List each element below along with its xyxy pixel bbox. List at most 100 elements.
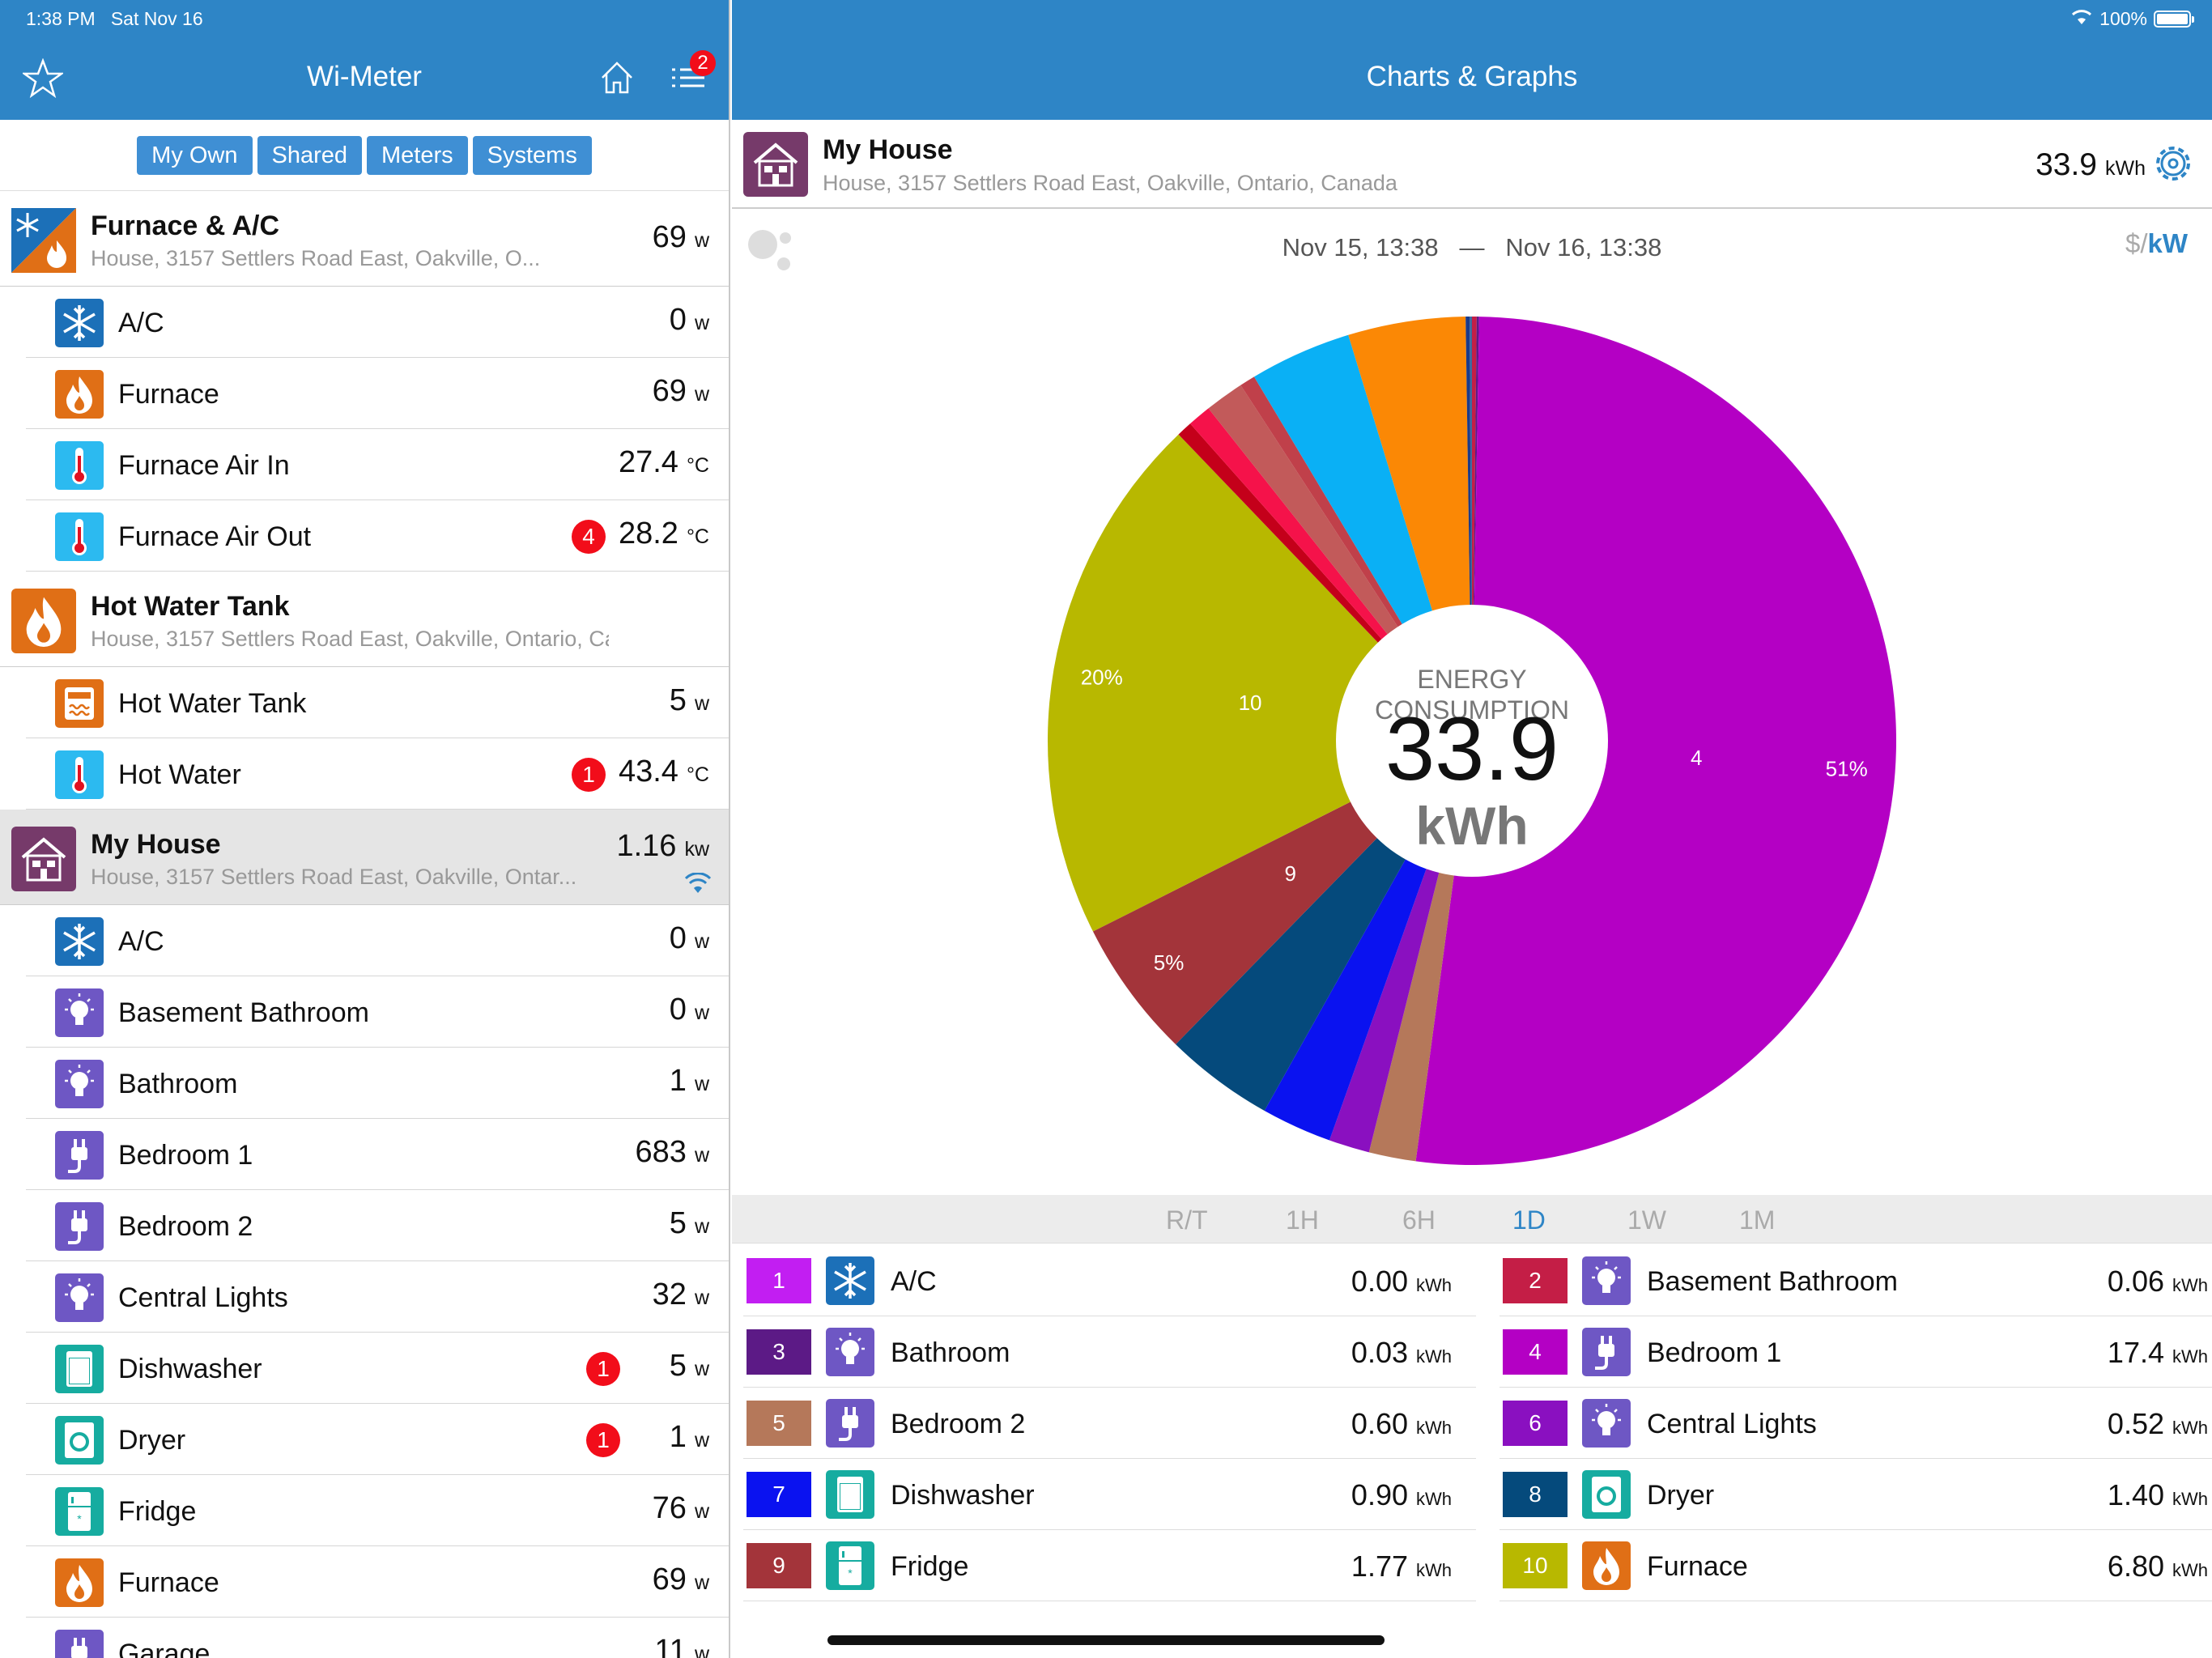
notifications-list-icon[interactable] — [669, 58, 708, 104]
device-row[interactable]: Furnace Air In 27.4 °C — [26, 429, 729, 500]
date-range[interactable]: Nov 15, 13:38 — Nov 16, 13:38 — [1282, 233, 1662, 261]
header-address: House, 3157 Settlers Road East, Oakville… — [823, 171, 1397, 195]
legend-item[interactable]: 6 Central Lights 0.52 kWh — [1499, 1388, 2212, 1459]
fridge-icon: * — [55, 1487, 104, 1536]
period-1m[interactable]: 1M — [1739, 1205, 1776, 1235]
period-6h[interactable]: 6H — [1402, 1205, 1436, 1235]
group-header[interactable]: Furnace & A/C House, 3157 Settlers Road E… — [0, 191, 729, 287]
device-name: Bathroom — [118, 1069, 238, 1099]
legend-value: 1.77 kWh — [1351, 1550, 1452, 1583]
device-name: Hot Water Tank — [118, 688, 307, 719]
device-value: 43.4 °C — [618, 755, 709, 789]
water-heater-icon — [55, 679, 104, 728]
segment-shared[interactable]: Shared — [257, 135, 363, 175]
alert-badge: 4 — [572, 520, 606, 554]
device-name: Furnace — [118, 379, 219, 410]
header-name: My House — [823, 134, 953, 165]
device-row[interactable]: Dryer 1 1 w — [26, 1404, 729, 1475]
favorites-star-icon[interactable] — [21, 57, 65, 105]
device-list: Furnace & A/C House, 3157 Settlers Road E… — [0, 191, 729, 1658]
device-row[interactable]: A/C 0 w — [26, 287, 729, 358]
bulb-icon — [1582, 1256, 1631, 1305]
device-name: Fridge — [118, 1496, 197, 1527]
device-row[interactable]: Hot Water 1 43.4 °C — [26, 738, 729, 810]
chart-header: My House House, 3157 Settlers Road East,… — [732, 120, 2212, 209]
legend-item[interactable]: 10 Furnace 6.80 kWh — [1499, 1530, 2212, 1601]
group-address: House, 3157 Settlers Road East, Oakville… — [91, 246, 541, 270]
device-row[interactable]: Garage 11 w — [26, 1618, 729, 1658]
units-toggle[interactable]: $/kW — [2125, 228, 2188, 258]
home-icon[interactable] — [598, 58, 636, 104]
plug-icon — [55, 1202, 104, 1251]
device-value: 69 w — [652, 1562, 709, 1596]
period-1w[interactable]: 1W — [1627, 1205, 1666, 1235]
period-1h[interactable]: 1H — [1286, 1205, 1319, 1235]
legend-item[interactable]: 8 Dryer 1.40 kWh — [1499, 1459, 2212, 1530]
legend-item[interactable]: 9 * Fridge 1.77 kWh — [743, 1530, 1476, 1601]
period-1d[interactable]: 1D — [1512, 1205, 1546, 1235]
legend-name: Bedroom 1 — [1647, 1337, 1782, 1368]
charts-pane: Charts & Graphs My House House, 3157 Set… — [732, 0, 2212, 1658]
group-header[interactable]: My House House, 3157 Settlers Road East, … — [0, 810, 729, 905]
header-total: 33.9 kWh — [2035, 147, 2146, 182]
device-row[interactable]: Hot Water Tank 5 w — [26, 667, 729, 738]
device-row[interactable]: Bedroom 1 683 w — [26, 1119, 729, 1190]
device-row[interactable]: Furnace Air Out 4 28.2 °C — [26, 500, 729, 572]
legend-item[interactable]: 7 Dishwasher 0.90 kWh — [743, 1459, 1476, 1530]
gear-icon[interactable] — [2149, 139, 2197, 188]
device-row[interactable]: Basement Bathroom 0 w — [26, 976, 729, 1048]
device-name: Hot Water — [118, 759, 241, 790]
legend-value: 1.40 kWh — [2107, 1478, 2208, 1511]
device-name: Dishwasher — [118, 1354, 262, 1384]
pie-slice-10[interactable] — [1048, 434, 1472, 932]
segment-my-own[interactable]: My Own — [137, 135, 253, 175]
segment-meters[interactable]: Meters — [367, 135, 468, 175]
legend-swatch: 6 — [1503, 1401, 1568, 1446]
legend-value: 0.03 kWh — [1351, 1336, 1452, 1369]
device-name: Furnace Air Out — [118, 521, 312, 552]
device-row[interactable]: Dishwasher 1 5 w — [26, 1333, 729, 1404]
dryer-icon — [55, 1416, 104, 1465]
device-value: 28.2 °C — [618, 517, 709, 551]
device-row[interactable]: Central Lights 32 w — [26, 1261, 729, 1333]
group-value: 69 w — [652, 220, 709, 254]
loading-dots-icon — [745, 227, 797, 283]
legend-swatch: 2 — [1503, 1258, 1568, 1303]
device-row[interactable]: A/C 0 w — [26, 905, 729, 976]
plug-icon — [55, 1131, 104, 1180]
legend-item[interactable]: 4 Bedroom 1 17.4 kWh — [1499, 1316, 2212, 1388]
flame-icon — [55, 1558, 104, 1607]
legend-item[interactable]: 5 Bedroom 2 0.60 kWh — [743, 1388, 1476, 1459]
bulb-icon — [55, 1060, 104, 1108]
device-row[interactable]: * Fridge 76 w — [26, 1475, 729, 1546]
device-row[interactable]: Furnace 69 w — [26, 1546, 729, 1618]
group-header[interactable]: Hot Water Tank House, 3157 Settlers Road … — [0, 572, 729, 667]
segment-systems[interactable]: Systems — [472, 135, 592, 175]
device-value: 11 w — [654, 1634, 709, 1658]
pie-slice-4[interactable] — [1415, 317, 1896, 1165]
device-row[interactable]: Furnace 69 w — [26, 358, 729, 429]
device-row[interactable]: Bathroom 1 w — [26, 1048, 729, 1119]
dishwasher-icon — [826, 1470, 874, 1519]
device-name: Basement Bathroom — [118, 997, 369, 1028]
dryer-icon — [1582, 1470, 1631, 1519]
house-icon — [11, 827, 76, 891]
legend-value: 0.06 kWh — [2107, 1265, 2208, 1298]
house-icon — [743, 132, 808, 197]
plug-icon — [55, 1630, 104, 1658]
legend-item[interactable]: 3 Bathroom 0.03 kWh — [743, 1316, 1476, 1388]
group-value: 1.16 kw — [616, 829, 709, 863]
legend-swatch: 10 — [1503, 1543, 1568, 1588]
legend-name: Basement Bathroom — [1647, 1266, 1898, 1297]
period-rt[interactable]: R/T — [1166, 1205, 1208, 1235]
legend-item[interactable]: 1 A/C 0.00 kWh — [743, 1245, 1476, 1316]
home-indicator — [827, 1635, 1385, 1645]
center-title: ENERGY CONSUMPTION — [1375, 665, 1569, 725]
legend-item[interactable]: 2 Basement Bathroom 0.06 kWh — [1499, 1245, 2212, 1316]
